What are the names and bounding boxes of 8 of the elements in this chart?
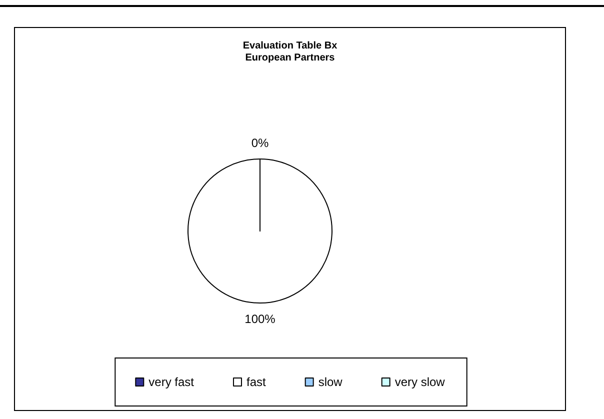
legend-label: very slow: [394, 375, 446, 389]
text: 0%: [251, 136, 269, 150]
chart-subtitle: European Partners: [245, 52, 336, 64]
legend-label: fast: [246, 375, 266, 389]
chart-title: Evaluation Table Bx: [242, 40, 338, 52]
legend-label: very fast: [148, 375, 195, 389]
data-label: 100%: [244, 312, 276, 326]
legend-label: slow: [318, 375, 343, 389]
